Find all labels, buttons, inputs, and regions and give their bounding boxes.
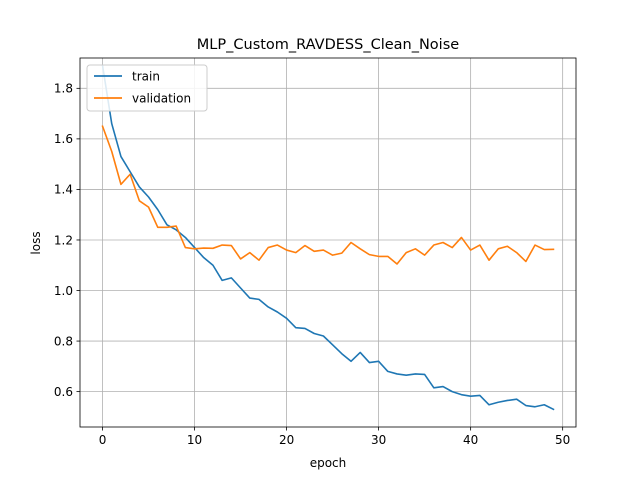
plot-area — [80, 58, 576, 427]
legend: train validation — [86, 64, 208, 112]
y-tick-label: 1.6 — [54, 132, 73, 146]
y-tick-label: 0.8 — [54, 334, 73, 348]
y-tick-label: 1.2 — [54, 233, 73, 247]
y-tick-label: 1.4 — [54, 183, 73, 197]
series-line-validation — [101, 125, 555, 265]
legend-label-train: train — [132, 70, 160, 84]
y-axis-label: loss — [29, 231, 43, 254]
x-tick-label: 20 — [279, 433, 294, 447]
plot-frame — [79, 57, 577, 428]
ticks: 0 10 20 30 40 50 0.6 0.8 1.0 1.2 1.4 1.6 1.8 — [54, 82, 570, 447]
x-tick-label: 50 — [555, 433, 570, 447]
y-tick-label: 1.0 — [54, 284, 73, 298]
x-tick-label: 40 — [463, 433, 478, 447]
x-axis-label: epoch — [310, 456, 347, 470]
legend-label-validation: validation — [132, 92, 191, 106]
x-tick-label: 0 — [99, 433, 107, 447]
x-tick-label: 30 — [371, 433, 386, 447]
series-lines — [101, 64, 555, 411]
y-tick-label: 1.8 — [54, 82, 73, 96]
x-tick-label: 10 — [187, 433, 202, 447]
chart-title: MLP_Custom_RAVDESS_Clean_Noise — [197, 37, 459, 53]
grid — [80, 58, 576, 427]
y-tick-label: 0.6 — [54, 385, 73, 399]
